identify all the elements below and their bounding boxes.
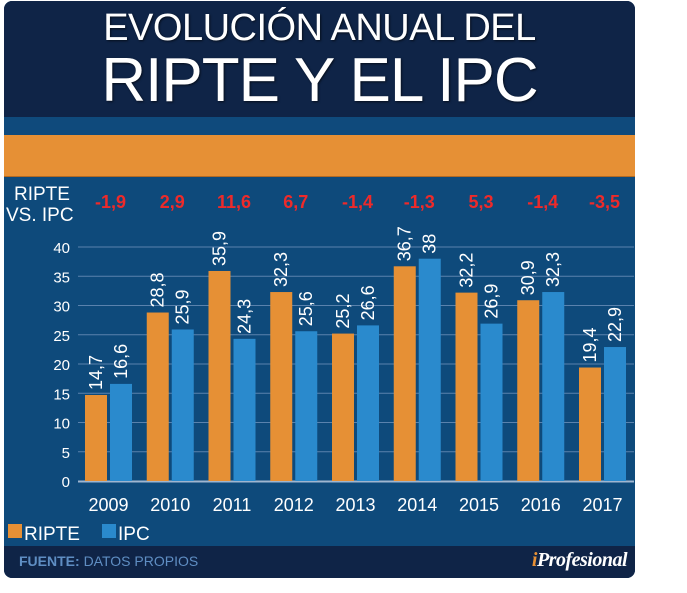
y-tick-label: 40 (53, 240, 70, 257)
bar-ripte-2016 (517, 300, 540, 481)
bar-value-label: 19,4 (580, 327, 600, 362)
bar-ipc-2016 (542, 292, 565, 481)
bar-value-label: 32,2 (457, 253, 477, 288)
brand-logo: iProfesional (531, 549, 628, 572)
bar-ripte-2010 (146, 312, 169, 481)
bar-value-label: 32,3 (271, 252, 291, 287)
x-tick-label: 2015 (459, 495, 499, 515)
bars (85, 258, 626, 481)
brand-logo-i: i (531, 549, 538, 571)
x-tick-label: 2014 (397, 495, 437, 515)
source-value: DATOS PROPIOS (83, 553, 199, 569)
bar-ripte-2017 (579, 367, 601, 481)
x-tick-label: 2012 (274, 495, 314, 515)
y-tick-label: 5 (62, 445, 70, 462)
bar-value-label: 38 (420, 234, 440, 254)
legend: RIPTE IPC (8, 524, 150, 545)
y-tick-label: 15 (53, 386, 70, 403)
y-tick-label: 0 (62, 474, 70, 491)
y-tick-label: 25 (53, 328, 70, 345)
y-tick-label: 35 (53, 269, 70, 286)
legend-swatch-ripte (8, 524, 22, 538)
ripte-vs-ipc-row: RIPTE VS. IPC -1,9 2,9 11,6 6,7 -1,4 -1,3 5,3 -… (6, 184, 620, 226)
bar-ripte-2014 (393, 266, 416, 481)
bar-ripte-2013 (332, 333, 354, 481)
x-axis-ticks: 2009 2010 2011 2012 2013 2014 2015 2016 2017 (88, 495, 622, 515)
x-tick-label: 2009 (88, 495, 128, 515)
brand-logo-text: Profesional (536, 549, 628, 571)
bar-ipc-2014 (418, 258, 441, 481)
bar-ripte-2009 (85, 395, 107, 481)
diff-value: -1,3 (404, 192, 435, 212)
bar-value-label: 26,9 (482, 284, 502, 319)
legend-label-ripte: RIPTE (24, 524, 80, 545)
source-note: FUENTE: DATOS PROPIOS (19, 553, 198, 569)
header: EVOLUCIÓN ANUAL DEL RIPTE Y EL IPC (4, 1, 635, 117)
bar-value-label: 35,9 (210, 231, 230, 266)
bar-value-label: 14,7 (86, 355, 106, 390)
bar-value-label: 30,9 (518, 260, 538, 295)
infographic-card: EVOLUCIÓN ANUAL DEL RIPTE Y EL IPC FUENT… (4, 1, 635, 578)
bar-value-label: 22,9 (605, 307, 625, 342)
diff-value: -3,5 (589, 192, 620, 212)
bar-ipc-2009 (110, 383, 132, 481)
bar-ipc-2013 (357, 325, 379, 481)
bar-ipc-2011 (233, 338, 256, 481)
diff-row-label-line1: RIPTE (14, 184, 70, 205)
bar-value-label: 24,3 (235, 299, 255, 334)
diff-value: 6,7 (283, 192, 308, 212)
gridlines (78, 246, 634, 483)
diff-value: 2,9 (160, 192, 185, 212)
diff-value: 5,3 (468, 192, 493, 212)
bar-value-label: 16,6 (111, 344, 131, 379)
bar-ipc-2015 (480, 323, 503, 481)
x-tick-label: 2010 (150, 495, 190, 515)
bar-value-label: 25,9 (173, 289, 193, 324)
footer: FUENTE: DATOS PROPIOS iProfesional (4, 546, 635, 578)
y-tick-label: 20 (53, 357, 70, 374)
bar-value-labels: 14,7 16,628,8 25,935,924,332,325,6 25,2 26,6… (86, 226, 625, 390)
bar-value-label: 26,6 (358, 285, 378, 320)
diff-value: 11,6 (217, 192, 251, 212)
bar-value-label: 28,8 (148, 272, 168, 307)
y-tick-label: 10 (53, 416, 70, 433)
bar-value-label: 25,2 (333, 294, 353, 329)
diff-value: -1,9 (95, 192, 126, 212)
title-line-2: RIPTE Y EL IPC (101, 46, 538, 115)
legend-label-ipc: IPC (118, 524, 150, 545)
y-axis-ticks: 0 5 10 15 20 25 30 35 40 (53, 240, 70, 491)
bar-ripte-2011 (208, 270, 231, 481)
diff-value: -1,4 (527, 192, 558, 212)
bar-ipc-2017 (604, 347, 626, 481)
bar-value-label: 36,7 (395, 226, 415, 261)
bar-ipc-2010 (171, 329, 194, 481)
bar-ripte-2012 (270, 292, 293, 481)
legend-swatch-ipc (102, 524, 116, 538)
x-tick-label: 2011 (213, 495, 252, 515)
bar-ripte-2015 (455, 292, 478, 481)
diff-row-label-line2: VS. IPC (6, 205, 74, 226)
x-tick-label: 2013 (335, 495, 375, 515)
source-label: FUENTE: (19, 553, 80, 569)
x-tick-label: 2017 (582, 495, 622, 515)
diff-value: -1,4 (342, 192, 373, 212)
y-tick-label: 30 (53, 299, 70, 316)
bar-value-label: 32,3 (543, 252, 563, 287)
blue-stripe (4, 117, 635, 135)
orange-band (4, 135, 635, 177)
bar-ipc-2012 (295, 331, 318, 481)
bar-value-label: 25,6 (296, 291, 316, 326)
title-line-1: EVOLUCIÓN ANUAL DEL (103, 7, 536, 49)
x-tick-label: 2016 (521, 495, 561, 515)
